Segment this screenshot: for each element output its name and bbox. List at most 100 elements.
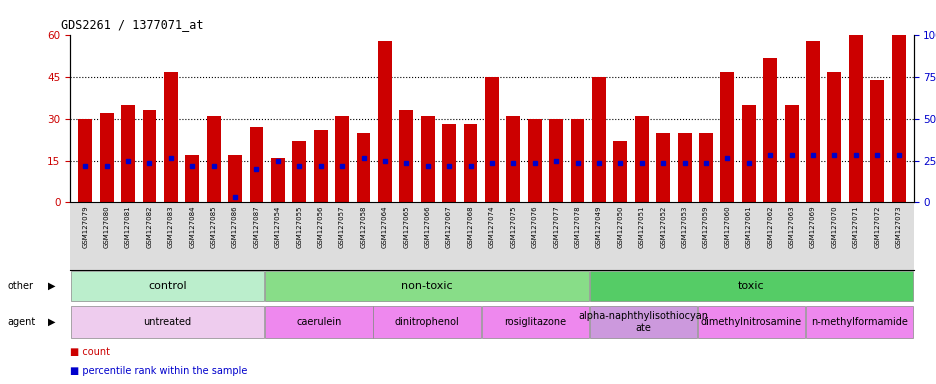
Text: GSM127062: GSM127062	[767, 206, 772, 248]
Bar	[655, 133, 669, 202]
Text: non-toxic: non-toxic	[401, 281, 452, 291]
Text: GSM127083: GSM127083	[168, 206, 174, 248]
Text: caerulein: caerulein	[296, 317, 342, 327]
Text: GSM127084: GSM127084	[189, 206, 195, 248]
Bar	[592, 77, 606, 202]
Bar	[207, 116, 220, 202]
Text: other: other	[7, 281, 34, 291]
Bar	[589, 306, 696, 338]
Text: ▶: ▶	[48, 281, 55, 291]
Text: GSM127072: GSM127072	[873, 206, 879, 248]
Text: agent: agent	[7, 317, 36, 327]
Text: GSM127085: GSM127085	[211, 206, 216, 248]
Bar	[783, 105, 797, 202]
Bar	[292, 141, 306, 202]
Text: GSM127073: GSM127073	[895, 206, 900, 248]
Text: GSM127050: GSM127050	[617, 206, 622, 248]
Bar	[227, 155, 241, 202]
Bar	[720, 71, 734, 202]
Bar	[505, 116, 519, 202]
Bar	[848, 35, 862, 202]
Bar	[698, 133, 712, 202]
Text: toxic: toxic	[738, 281, 764, 291]
Text: GSM127081: GSM127081	[124, 206, 131, 248]
Bar	[265, 306, 373, 338]
Bar	[249, 127, 263, 202]
Bar	[377, 41, 391, 202]
Bar	[335, 116, 349, 202]
Text: GSM127054: GSM127054	[274, 206, 281, 248]
Bar	[373, 306, 480, 338]
Bar	[164, 71, 178, 202]
Text: GSM127059: GSM127059	[702, 206, 709, 248]
Text: GSM127087: GSM127087	[254, 206, 259, 248]
Bar	[265, 271, 588, 301]
Text: n-methylformamide: n-methylformamide	[811, 317, 907, 327]
Text: GSM127060: GSM127060	[724, 206, 729, 248]
Bar	[697, 306, 804, 338]
Bar	[485, 77, 498, 202]
Bar	[271, 158, 285, 202]
Bar	[741, 105, 755, 202]
Bar	[570, 119, 584, 202]
Text: GSM127049: GSM127049	[595, 206, 601, 248]
Text: rosiglitazone: rosiglitazone	[504, 317, 565, 327]
Bar	[121, 105, 135, 202]
Text: GSM127079: GSM127079	[82, 206, 88, 248]
Bar	[870, 80, 884, 202]
Text: ▶: ▶	[48, 317, 55, 327]
Bar	[805, 306, 913, 338]
Text: GSM127051: GSM127051	[638, 206, 644, 248]
Bar	[527, 119, 541, 202]
Text: GSM127055: GSM127055	[296, 206, 302, 248]
Text: untreated: untreated	[143, 317, 192, 327]
Text: ■ count: ■ count	[70, 347, 110, 357]
Bar	[589, 271, 913, 301]
Bar	[481, 306, 588, 338]
Bar	[677, 133, 691, 202]
Text: GSM127052: GSM127052	[660, 206, 665, 248]
Bar	[70, 306, 264, 338]
Text: GSM127066: GSM127066	[424, 206, 431, 248]
Text: GSM127065: GSM127065	[402, 206, 409, 248]
Text: GSM127080: GSM127080	[104, 206, 110, 248]
Text: GSM127071: GSM127071	[852, 206, 858, 248]
Text: GSM127075: GSM127075	[510, 206, 516, 248]
Text: GSM127068: GSM127068	[467, 206, 473, 248]
Text: GSM127061: GSM127061	[745, 206, 751, 248]
Text: ■ percentile rank within the sample: ■ percentile rank within the sample	[70, 366, 247, 376]
Bar	[463, 124, 477, 202]
Bar	[442, 124, 456, 202]
Text: GSM127058: GSM127058	[360, 206, 366, 248]
Text: alpha-naphthylisothiocyan
ate: alpha-naphthylisothiocyan ate	[578, 311, 708, 333]
Text: GSM127064: GSM127064	[382, 206, 388, 248]
Text: GSM127067: GSM127067	[446, 206, 452, 248]
Bar	[185, 155, 199, 202]
Text: GSM127077: GSM127077	[552, 206, 559, 248]
Text: GDS2261 / 1377071_at: GDS2261 / 1377071_at	[61, 18, 203, 31]
Bar	[399, 111, 413, 202]
Bar	[805, 41, 819, 202]
Bar	[142, 111, 156, 202]
Text: GSM127074: GSM127074	[489, 206, 494, 248]
Bar	[420, 116, 434, 202]
Bar	[763, 58, 776, 202]
Text: GSM127082: GSM127082	[146, 206, 153, 248]
Bar	[613, 141, 626, 202]
Text: GSM127063: GSM127063	[788, 206, 794, 248]
Bar	[70, 271, 264, 301]
Text: control: control	[148, 281, 186, 291]
Text: GSM127070: GSM127070	[830, 206, 837, 248]
Bar	[99, 113, 113, 202]
Bar	[891, 35, 904, 202]
Bar	[634, 116, 648, 202]
Bar	[314, 130, 328, 202]
Text: GSM127056: GSM127056	[317, 206, 323, 248]
Text: GSM127069: GSM127069	[809, 206, 815, 248]
Bar	[357, 133, 370, 202]
Text: GSM127086: GSM127086	[232, 206, 238, 248]
Text: GSM127076: GSM127076	[531, 206, 537, 248]
Bar	[79, 119, 92, 202]
Bar	[826, 71, 841, 202]
Text: GSM127053: GSM127053	[680, 206, 687, 248]
